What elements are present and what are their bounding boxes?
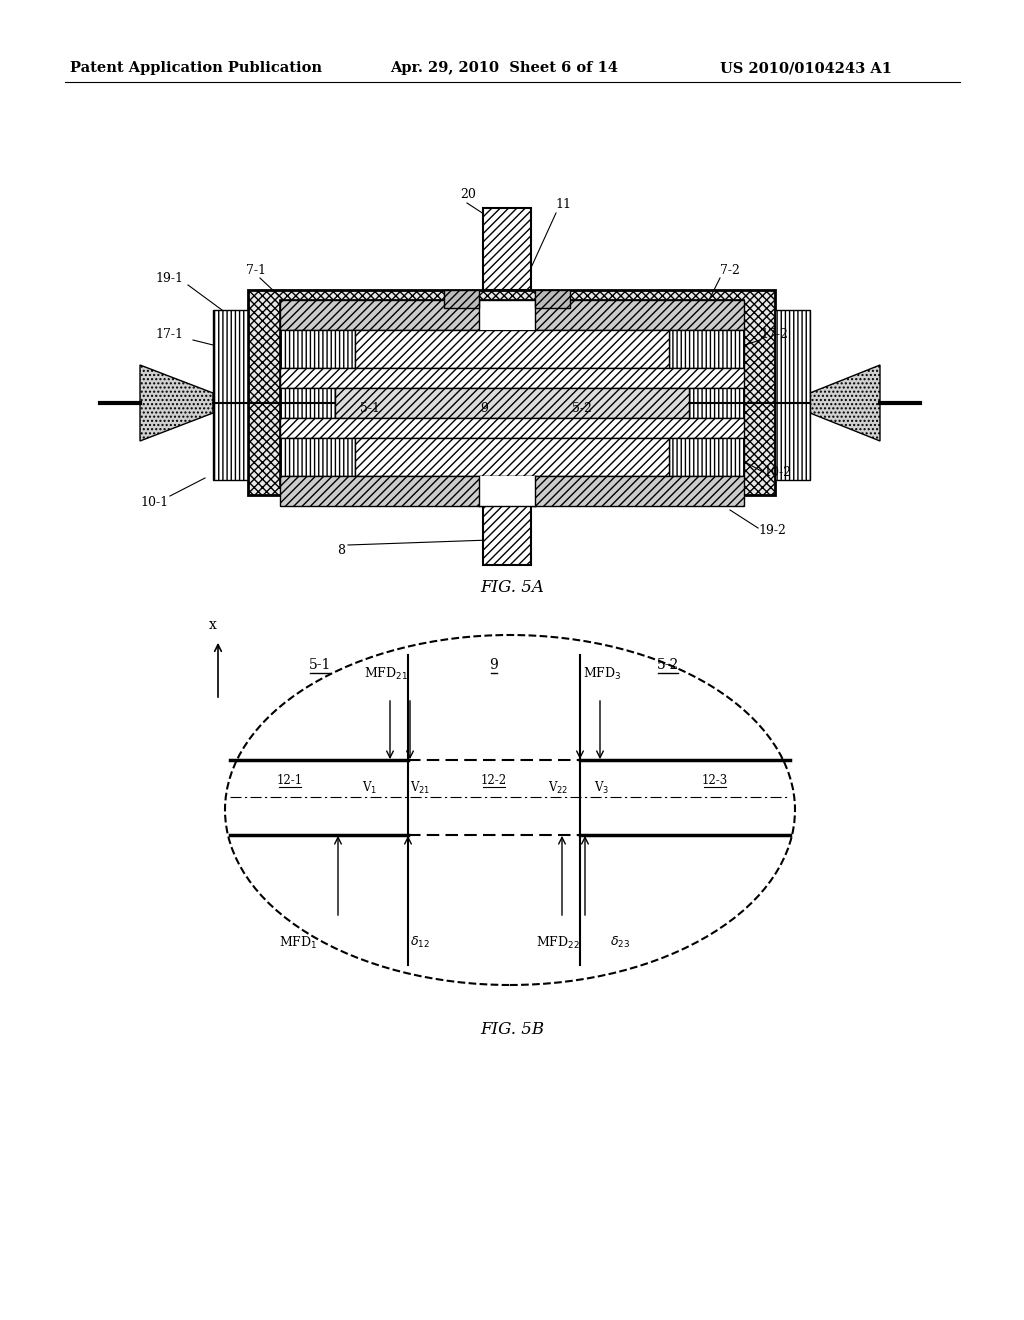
Text: x: x xyxy=(209,618,217,632)
Bar xyxy=(355,438,669,477)
Text: MFD$_3$: MFD$_3$ xyxy=(583,665,622,682)
Text: 12-1: 12-1 xyxy=(276,774,303,787)
Text: 5-1: 5-1 xyxy=(309,657,331,672)
Bar xyxy=(213,310,248,480)
Text: 9: 9 xyxy=(489,657,499,672)
Text: MFD$_{21}$: MFD$_{21}$ xyxy=(365,665,408,682)
Text: 9: 9 xyxy=(480,401,487,414)
Bar xyxy=(280,300,744,330)
Text: V$_{22}$: V$_{22}$ xyxy=(548,780,568,796)
Text: 7-1: 7-1 xyxy=(246,264,266,276)
Bar xyxy=(248,290,775,495)
Text: 8: 8 xyxy=(337,544,345,557)
Text: 12-2: 12-2 xyxy=(481,774,507,787)
Polygon shape xyxy=(140,366,213,441)
Bar xyxy=(280,438,355,477)
Text: MFD$_{22}$: MFD$_{22}$ xyxy=(537,935,580,952)
Bar xyxy=(669,330,744,368)
Bar xyxy=(775,310,810,480)
Text: 5-2: 5-2 xyxy=(572,401,592,414)
Text: V$_{21}$: V$_{21}$ xyxy=(410,780,430,796)
Bar xyxy=(689,388,744,418)
Bar xyxy=(280,477,744,506)
Text: 12-3: 12-3 xyxy=(701,774,728,787)
Text: 17-2: 17-2 xyxy=(760,329,787,342)
Bar xyxy=(479,300,535,330)
Bar xyxy=(669,438,744,477)
Bar xyxy=(483,209,531,290)
Text: 17-1: 17-1 xyxy=(155,329,183,342)
Bar xyxy=(280,300,744,484)
Text: MFD$_1$: MFD$_1$ xyxy=(279,935,317,952)
Bar xyxy=(280,368,744,388)
Ellipse shape xyxy=(225,635,795,985)
Text: 19-2: 19-2 xyxy=(758,524,785,536)
Bar xyxy=(280,388,335,418)
Text: 20: 20 xyxy=(460,189,476,202)
Bar xyxy=(479,477,535,506)
Text: US 2010/0104243 A1: US 2010/0104243 A1 xyxy=(720,61,892,75)
Text: $\delta_{23}$: $\delta_{23}$ xyxy=(610,935,630,950)
Text: Patent Application Publication: Patent Application Publication xyxy=(70,61,322,75)
Text: FIG. 5B: FIG. 5B xyxy=(480,1022,544,1039)
Polygon shape xyxy=(810,366,880,441)
Text: V$_1$: V$_1$ xyxy=(362,780,378,796)
Bar xyxy=(280,418,744,438)
Text: 10-2: 10-2 xyxy=(763,466,791,479)
Bar xyxy=(335,388,689,418)
Text: $\delta_{12}$: $\delta_{12}$ xyxy=(410,935,430,950)
Text: 10-1: 10-1 xyxy=(140,495,168,508)
Text: 11: 11 xyxy=(555,198,571,211)
Text: 5-1: 5-1 xyxy=(360,401,380,414)
Text: 19-1: 19-1 xyxy=(155,272,183,285)
Bar xyxy=(535,290,570,308)
Text: 7-2: 7-2 xyxy=(720,264,740,276)
Text: FIG. 5A: FIG. 5A xyxy=(480,579,544,597)
Text: Apr. 29, 2010  Sheet 6 of 14: Apr. 29, 2010 Sheet 6 of 14 xyxy=(390,61,618,75)
Text: 5-2: 5-2 xyxy=(656,657,679,672)
Bar xyxy=(483,495,531,565)
Text: V$_3$: V$_3$ xyxy=(594,780,609,796)
Bar xyxy=(444,290,479,308)
Bar xyxy=(355,330,669,368)
Bar xyxy=(280,330,355,368)
